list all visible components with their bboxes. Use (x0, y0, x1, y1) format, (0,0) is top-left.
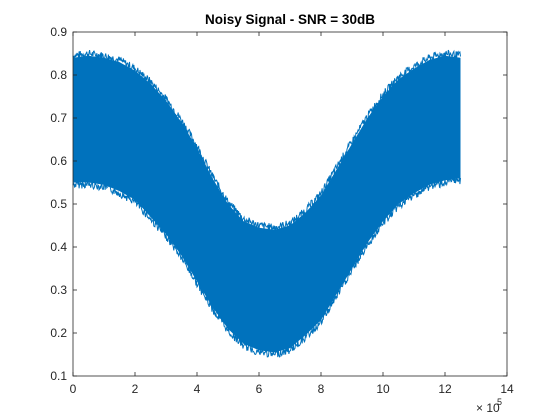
y-tick-label: 0.2 (50, 326, 67, 340)
x-tick-label: 14 (500, 382, 514, 396)
y-tick-label: 0.7 (50, 111, 67, 125)
y-tick-label: 0.8 (50, 68, 67, 82)
x-tick-label: 10 (376, 382, 390, 396)
x-axis-ticks: 0 2 4 6 8 10 12 14 (70, 32, 514, 396)
y-tick-label: 0.5 (50, 197, 67, 211)
chart-title: Noisy Signal - SNR = 30dB (205, 12, 375, 27)
y-axis-ticks: 0.1 0.2 0.3 0.4 0.5 0.6 0.7 0.8 0.9 (50, 25, 507, 383)
signal-layer (72, 49, 461, 358)
x-tick-label: 12 (438, 382, 452, 396)
y-tick-label: 0.9 (50, 25, 67, 39)
y-tick-label: 0.6 (50, 154, 67, 168)
signal-upper-noise (72, 49, 461, 232)
x-exponent-label: × 10 (476, 401, 500, 415)
signal-lower-noise (72, 177, 461, 358)
signal-series-0 (73, 55, 461, 353)
x-exponent-power: 5 (497, 397, 502, 407)
x-tick-label: 6 (256, 382, 263, 396)
x-tick-label: 0 (70, 382, 77, 396)
y-tick-label: 0.4 (50, 240, 67, 254)
x-tick-label: 2 (132, 382, 139, 396)
y-tick-label: 0.3 (50, 283, 67, 297)
x-tick-label: 8 (318, 382, 325, 396)
y-tick-label: 0.1 (50, 369, 67, 383)
x-tick-label: 4 (194, 382, 201, 396)
